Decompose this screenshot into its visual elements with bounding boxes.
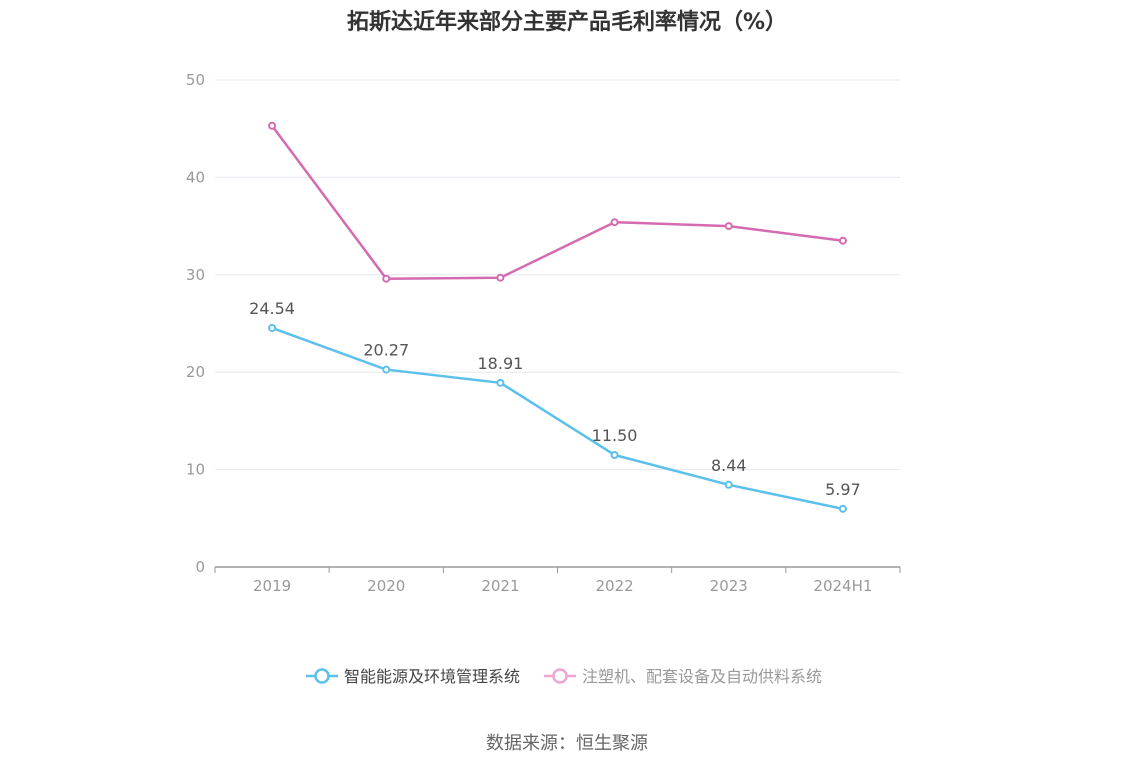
y-tick-label: 30 <box>186 266 205 284</box>
data-label: 24.54 <box>249 299 295 318</box>
data-point <box>268 121 277 130</box>
data-point <box>724 222 733 231</box>
series-line-2 <box>271 125 844 280</box>
data-point <box>610 218 619 227</box>
data-label: 18.91 <box>478 354 524 373</box>
legend-marker <box>314 668 330 684</box>
data-point <box>724 480 733 489</box>
data-point <box>268 323 277 332</box>
y-tick-label: 0 <box>195 558 205 576</box>
legend-item-1: 智能能源及环境管理系统 <box>306 667 520 686</box>
data-label: 5.97 <box>825 480 861 499</box>
y-tick-label: 40 <box>186 168 205 186</box>
data-point <box>838 504 847 513</box>
data-point <box>610 450 619 459</box>
y-tick-label: 50 <box>186 71 205 89</box>
grid-lines <box>215 79 900 471</box>
data-point <box>382 274 391 283</box>
legend-label: 智能能源及环境管理系统 <box>344 667 520 686</box>
x-tick-label: 2021 <box>481 577 519 595</box>
data-point <box>382 365 391 374</box>
data-label: 8.44 <box>711 456 747 475</box>
data-label: 11.50 <box>592 426 638 445</box>
data-label: 20.27 <box>363 341 409 360</box>
x-tick-label: 2020 <box>367 577 405 595</box>
legend: 智能能源及环境管理系统 注塑机、配套设备及自动供料系统 <box>306 667 822 686</box>
source-note: 数据来源：恒生聚源 <box>486 733 648 754</box>
data-labels: 24.54 20.27 18.91 11.50 8.44 5.97 <box>249 299 861 499</box>
data-point <box>496 273 505 282</box>
legend-label: 注塑机、配套设备及自动供料系统 <box>582 667 822 686</box>
legend-marker <box>552 668 568 684</box>
axes: 0 10 20 30 40 50 2019 2020 2021 2022 2023 2024H1 <box>186 71 901 595</box>
y-tick-label: 10 <box>186 461 205 479</box>
data-point <box>496 378 505 387</box>
x-tick-label: 2022 <box>595 577 633 595</box>
series-line-1 <box>271 326 844 511</box>
y-tick-label: 20 <box>186 363 205 381</box>
x-tick-label: 2023 <box>710 577 748 595</box>
series <box>268 121 847 513</box>
chart-title: 拓斯达近年来部分主要产品毛利率情况（%） <box>346 10 788 35</box>
legend-item-2: 注塑机、配套设备及自动供料系统 <box>544 667 822 686</box>
x-tick-label: 2019 <box>253 577 291 595</box>
data-point <box>838 236 847 245</box>
x-tick-label: 2024H1 <box>813 577 872 595</box>
